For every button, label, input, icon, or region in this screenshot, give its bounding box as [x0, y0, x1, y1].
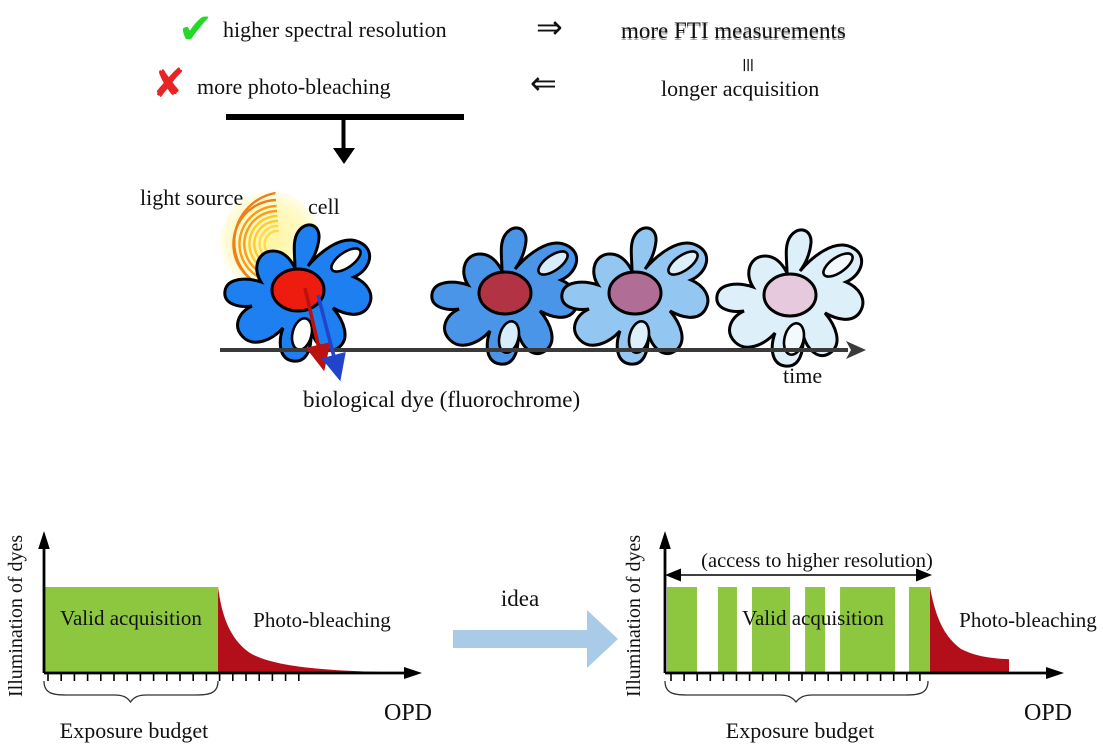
left-ylabel: Illumination of dyes [5, 535, 27, 697]
left-valid-region [44, 587, 218, 673]
cell-t3 [560, 226, 710, 366]
checkmark-icon: ✔ [178, 4, 214, 53]
equivalent-label: longer acquisition [661, 76, 820, 101]
cross-icon: ✘ [152, 61, 186, 107]
right-annotation: (access to higher resolution) [701, 550, 933, 572]
valid-acquisition-bar [805, 587, 826, 673]
summary-underline [226, 114, 464, 120]
right-valid-label: Valid acquisition [742, 606, 884, 630]
right-brace-label: Exposure budget [726, 718, 874, 743]
valid-acquisition-bar [908, 587, 930, 673]
left-yaxis-arrowhead [38, 531, 50, 549]
valid-acquisition-bar [718, 587, 737, 673]
left-brace-label: Exposure budget [60, 718, 208, 743]
right-xaxis-arrowhead [1046, 667, 1064, 679]
left-bleach-label: Photo-bleaching [253, 608, 391, 632]
valid-acquisition-bar [44, 587, 218, 673]
consequence-label: more FTI measurements [621, 18, 846, 43]
pro-label: higher spectral resolution [223, 17, 447, 42]
right-valid-bars [667, 587, 930, 673]
right-xlabel: OPD [1024, 700, 1072, 726]
chart-continuous-exposure: Illumination of dyes Valid acquisition P… [5, 531, 432, 743]
implies-left-icon: ⇐ [530, 64, 557, 102]
implies-right-icon: ⇒ [536, 8, 563, 46]
idea-label: idea [500, 586, 540, 611]
cell-t4 [715, 228, 865, 368]
left-xaxis-arrowhead [404, 667, 422, 679]
emission-arrow-blue [316, 294, 346, 382]
valid-acquisition-bar [751, 587, 791, 673]
down-arrow-icon [333, 120, 355, 164]
cell-t2 [430, 226, 580, 366]
valid-acquisition-bar [667, 587, 697, 673]
right-yaxis-arrowhead [659, 531, 671, 549]
con-label: more photo-bleaching [197, 74, 391, 99]
left-axis-ticks [47, 673, 300, 681]
dye-label: biological dye (fluorochrome) [303, 387, 581, 412]
emission-arrow-red [303, 287, 331, 372]
equiv-icon: ≡ [733, 57, 763, 73]
left-valid-label: Valid acquisition [60, 606, 202, 630]
chart-split-exposure: Illumination of dyes (access to higher r… [623, 531, 1097, 743]
valid-acquisition-bar [840, 587, 896, 673]
time-axis-arrowhead [846, 341, 866, 359]
right-bleach-curve [930, 587, 1009, 673]
resolution-span-arrow-icon [665, 568, 932, 582]
left-xlabel: OPD [384, 700, 432, 726]
idea-arrow-icon [453, 610, 618, 668]
cell-label: cell [308, 194, 340, 219]
right-axis-ticks [670, 673, 921, 681]
left-bleach-curve [218, 587, 396, 673]
time-label: time [783, 363, 823, 388]
left-brace [43, 680, 219, 704]
right-bleach-label: Photo-bleaching [959, 608, 1097, 632]
cell-timeline-figure [220, 191, 866, 382]
right-brace [664, 680, 929, 704]
light-source-label: light source [140, 185, 244, 210]
right-ylabel: Illumination of dyes [623, 535, 645, 697]
